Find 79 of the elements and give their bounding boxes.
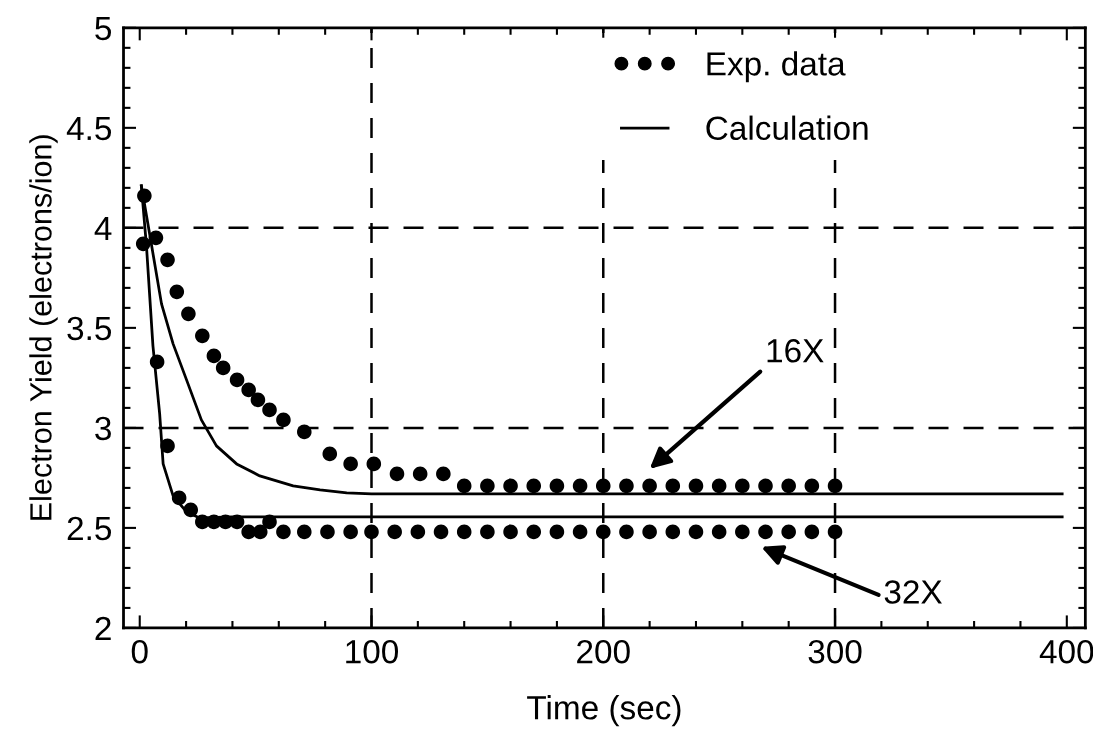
point (526, 524, 542, 540)
point (241, 382, 256, 398)
point (503, 478, 518, 494)
point (758, 478, 773, 494)
legend-label: Calculation (706, 115, 868, 141)
point (735, 478, 750, 494)
y-tick-label: 2 (95, 616, 111, 640)
point (595, 478, 611, 494)
point (252, 524, 268, 540)
point (250, 392, 266, 408)
point (436, 466, 451, 482)
point (642, 478, 657, 494)
point (181, 306, 196, 322)
y-tick-label: 5 (95, 16, 111, 41)
point (480, 478, 495, 494)
point (262, 402, 277, 418)
point (711, 478, 727, 494)
point (215, 360, 231, 376)
point (804, 478, 820, 494)
point (711, 524, 727, 540)
point (320, 524, 335, 540)
point (642, 524, 657, 540)
point (297, 424, 312, 440)
x-tick-label: 200 (577, 639, 630, 664)
point (322, 446, 338, 462)
point (389, 466, 405, 482)
point (456, 524, 472, 540)
point (549, 478, 565, 494)
point (206, 348, 222, 364)
y-axis-title: Electron Yield (electrons/ion) (29, 135, 58, 520)
point (503, 524, 518, 540)
point (758, 524, 773, 540)
point (276, 412, 291, 428)
y-tick-label: 3.5 (67, 316, 111, 341)
point (688, 524, 704, 540)
y-tick-label: 4.5 (66, 116, 111, 141)
y-tick-label: 2.5 (67, 516, 111, 541)
point (195, 328, 210, 344)
point (387, 524, 402, 540)
point (364, 524, 379, 540)
x-tick-label: 300 (808, 639, 862, 664)
point (572, 524, 588, 540)
point (410, 524, 426, 540)
point (665, 478, 681, 494)
point (619, 478, 634, 494)
point (343, 456, 358, 472)
point (160, 252, 175, 268)
point (572, 478, 588, 494)
annotation: 16X (767, 339, 824, 363)
point (781, 478, 796, 494)
y-tick-label: 3 (95, 416, 111, 441)
point (827, 524, 843, 540)
y-tick-label: 4 (94, 217, 112, 240)
point (735, 524, 750, 540)
x-tick-label: 400 (1039, 639, 1093, 664)
point (781, 524, 796, 540)
point (297, 524, 312, 540)
point (229, 372, 245, 388)
point (549, 524, 565, 540)
x-tick-label: 0 (131, 639, 148, 664)
point (366, 456, 382, 472)
point (665, 524, 681, 540)
point (480, 524, 495, 540)
x-tick-label: 100 (346, 639, 399, 664)
x-axis-title: Time (sec) (527, 695, 681, 727)
point (526, 478, 542, 494)
point (433, 524, 449, 540)
legend-label: Exp. data (707, 51, 846, 83)
point (827, 478, 843, 494)
point (619, 524, 634, 540)
point (276, 524, 291, 540)
point (804, 524, 820, 540)
point (169, 284, 185, 300)
annotation: 32X (884, 580, 942, 604)
point (343, 524, 358, 540)
point (412, 466, 428, 482)
point (456, 478, 472, 494)
point (595, 524, 611, 540)
point (688, 478, 704, 494)
